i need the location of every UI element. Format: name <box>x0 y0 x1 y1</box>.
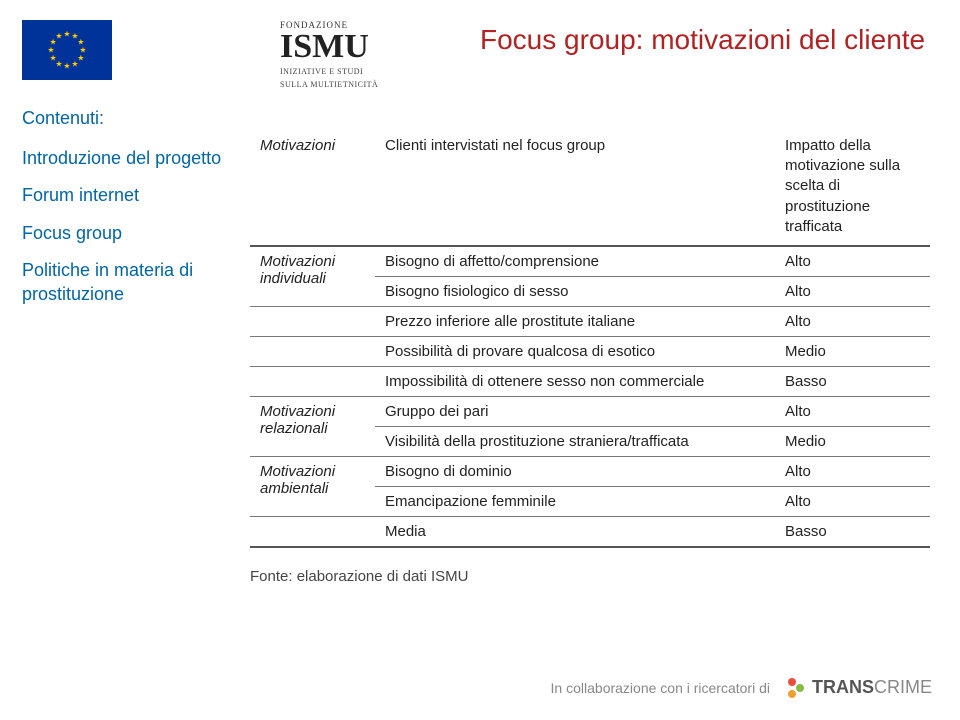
brand-crime: CRIME <box>874 677 932 697</box>
cell-category <box>250 337 375 367</box>
page-title: Focus group: motivazioni del cliente <box>480 24 925 56</box>
logo-sub1: INIZIATIVE E STUDI <box>280 67 460 77</box>
table-row: Motivazioni relazionaliGruppo dei pariAl… <box>250 397 930 427</box>
eu-flag-icon: ★★★★★★★★★★★★ <box>22 20 112 80</box>
ismu-logo: FONDAZIONE ISMU INIZIATIVE E STUDI SULLA… <box>280 20 460 90</box>
cell-impact: Basso <box>775 517 930 548</box>
cell-impact: Medio <box>775 337 930 367</box>
th-description: Clienti intervistati nel focus group <box>375 130 775 246</box>
cell-category: Motivazioni individuali <box>250 246 375 307</box>
table-row: Prezzo inferiore alle prostitute italian… <box>250 307 930 337</box>
cell-impact: Alto <box>775 397 930 427</box>
transcrime-logo: TRANSCRIME <box>786 677 932 698</box>
cell-description: Bisogno di dominio <box>375 457 775 487</box>
cell-description: Prezzo inferiore alle prostitute italian… <box>375 307 775 337</box>
cell-category: Motivazioni relazionali <box>250 397 375 457</box>
sidebar: ★★★★★★★★★★★★ Contenuti: Introduzione del… <box>0 0 240 720</box>
cell-description: Gruppo dei pari <box>375 397 775 427</box>
cell-category <box>250 367 375 397</box>
table-row: Possibilità di provare qualcosa di esoti… <box>250 337 930 367</box>
cell-category <box>250 517 375 548</box>
cell-impact: Alto <box>775 246 930 277</box>
cell-description: Visibilità della prostituzione straniera… <box>375 427 775 457</box>
sidebar-item-policies[interactable]: Politiche in materia di prostituzione <box>22 259 222 306</box>
content-area: FONDAZIONE ISMU INIZIATIVE E STUDI SULLA… <box>240 0 960 720</box>
motivations-table: Motivazioni Clienti intervistati nel foc… <box>250 130 930 548</box>
sidebar-item-forum[interactable]: Forum internet <box>22 184 222 207</box>
transcrime-icon <box>786 678 806 698</box>
cell-impact: Basso <box>775 367 930 397</box>
cell-impact: Alto <box>775 457 930 487</box>
cell-category <box>250 307 375 337</box>
cell-impact: Medio <box>775 427 930 457</box>
cell-description: Emancipazione femminile <box>375 487 775 517</box>
cell-impact: Alto <box>775 487 930 517</box>
footer: In collaborazione con i ricercatori di T… <box>551 677 932 698</box>
sidebar-heading: Contenuti: <box>22 108 222 129</box>
cell-category: Motivazioni ambientali <box>250 457 375 517</box>
footer-collab: In collaborazione con i ricercatori di <box>551 680 770 696</box>
th-impact: Impatto della motivazione sulla scelta d… <box>775 130 930 246</box>
th-category: Motivazioni <box>250 130 375 246</box>
cell-description: Impossibilità di ottenere sesso non comm… <box>375 367 775 397</box>
cell-description: Possibilità di provare qualcosa di esoti… <box>375 337 775 367</box>
sidebar-item-intro[interactable]: Introduzione del progetto <box>22 147 222 170</box>
cell-description: Media <box>375 517 775 548</box>
cell-description: Bisogno di affetto/comprensione <box>375 246 775 277</box>
sidebar-item-focus[interactable]: Focus group <box>22 222 222 245</box>
table-row: MediaBasso <box>250 517 930 548</box>
cell-impact: Alto <box>775 307 930 337</box>
cell-description: Bisogno fisiologico di sesso <box>375 277 775 307</box>
table-row: Motivazioni ambientaliBisogno di dominio… <box>250 457 930 487</box>
cell-impact: Alto <box>775 277 930 307</box>
brand-trans: TRANS <box>812 677 874 697</box>
logo-main: ISMU <box>280 32 460 63</box>
logo-sub2: SULLA MULTIETNICITÀ <box>280 80 460 90</box>
table-row: Impossibilità di ottenere sesso non comm… <box>250 367 930 397</box>
source-note: Fonte: elaborazione di dati ISMU <box>250 568 930 585</box>
table-row: Motivazioni individualiBisogno di affett… <box>250 246 930 277</box>
